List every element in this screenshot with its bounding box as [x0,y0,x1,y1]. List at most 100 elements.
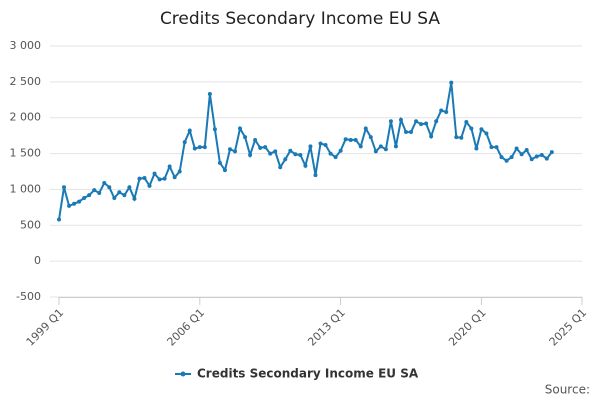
data-point [534,154,539,159]
data-point [67,203,72,208]
data-point [62,185,67,190]
data-point [388,119,393,124]
y-tick-label: 1 000 [10,182,42,195]
data-point [328,151,333,156]
data-point [348,137,353,142]
data-point [238,126,243,131]
data-point [499,155,504,160]
data-point [233,149,238,154]
data-point [514,146,519,151]
data-point [293,152,298,157]
data-point [167,164,172,169]
x-tick-label: 2013 Q1 [305,306,348,349]
y-tick-label: 1 500 [10,147,42,160]
data-point [243,135,248,140]
data-point [288,148,293,153]
data-point [303,163,308,168]
data-point [544,156,549,161]
data-point [469,126,474,131]
data-point [424,121,429,126]
data-point [504,158,509,163]
data-point [182,140,187,145]
data-point [393,144,398,149]
data-point [117,190,122,195]
data-point [142,175,147,180]
data-point [102,180,107,185]
data-point [358,144,363,149]
data-point [97,191,102,196]
data-point [479,127,484,132]
data-point [409,130,414,135]
data-point [529,157,534,162]
data-point [353,137,358,142]
data-point [253,137,258,142]
data-point [449,80,454,85]
data-point [172,175,177,180]
data-point [278,165,283,170]
data-point [152,171,157,176]
data-point [157,177,162,182]
data-point [489,145,494,150]
data-point [192,146,197,151]
data-point [484,131,489,136]
legend-label: Credits Secondary Income EU SA [197,367,419,381]
chart-title: Credits Secondary Income EU SA [160,9,440,29]
data-point [132,196,137,201]
legend-item: Credits Secondary Income EU SA [175,367,419,381]
data-point [444,109,449,114]
data-point [338,148,343,153]
data-point [273,149,278,154]
data-point [313,173,318,178]
y-tick-label: 0 [34,254,41,267]
data-point [197,145,202,150]
data-point [202,145,207,150]
y-tick-label: 3 000 [10,39,42,52]
data-point [57,217,61,222]
legend-marker [180,371,186,377]
data-point [212,127,217,132]
data-point [127,185,132,190]
data-point [222,168,227,173]
y-tick-label: 500 [20,218,41,231]
data-point [464,120,469,125]
data-point [263,145,268,150]
data-point [187,128,192,133]
data-point [308,144,313,149]
data-point [298,153,303,158]
source: Source: [545,383,590,397]
data-point [122,193,127,198]
data-point [373,149,378,154]
data-point [318,141,323,146]
data-point [459,135,464,140]
data-point [162,176,167,181]
data-point [414,119,419,124]
data-point [474,146,479,151]
data-point [343,137,348,142]
data-point [137,176,142,181]
data-point [509,155,514,160]
data-point [363,126,368,131]
data-point [72,201,77,206]
data-point [549,150,554,155]
data-point [283,157,288,162]
data-point [378,144,383,149]
data-point [207,92,212,97]
x-tick-label: 2006 Q1 [165,306,208,349]
data-point [177,169,182,174]
data-point [77,199,82,204]
data-point [112,196,117,201]
data-point [92,188,97,193]
data-point [147,183,152,188]
data-point [434,119,439,124]
x-tick-label: 2020 Q1 [446,306,489,349]
data-point [368,135,373,140]
x-tick-label: 1999 Q1 [24,306,67,349]
data-point [323,142,328,147]
y-tick-label: 2 500 [10,75,42,88]
y-tick-label: 2 000 [10,111,42,124]
data-point [268,151,273,156]
y-tick-label: -500 [16,290,41,303]
data-point [333,155,338,160]
data-point [227,147,232,152]
